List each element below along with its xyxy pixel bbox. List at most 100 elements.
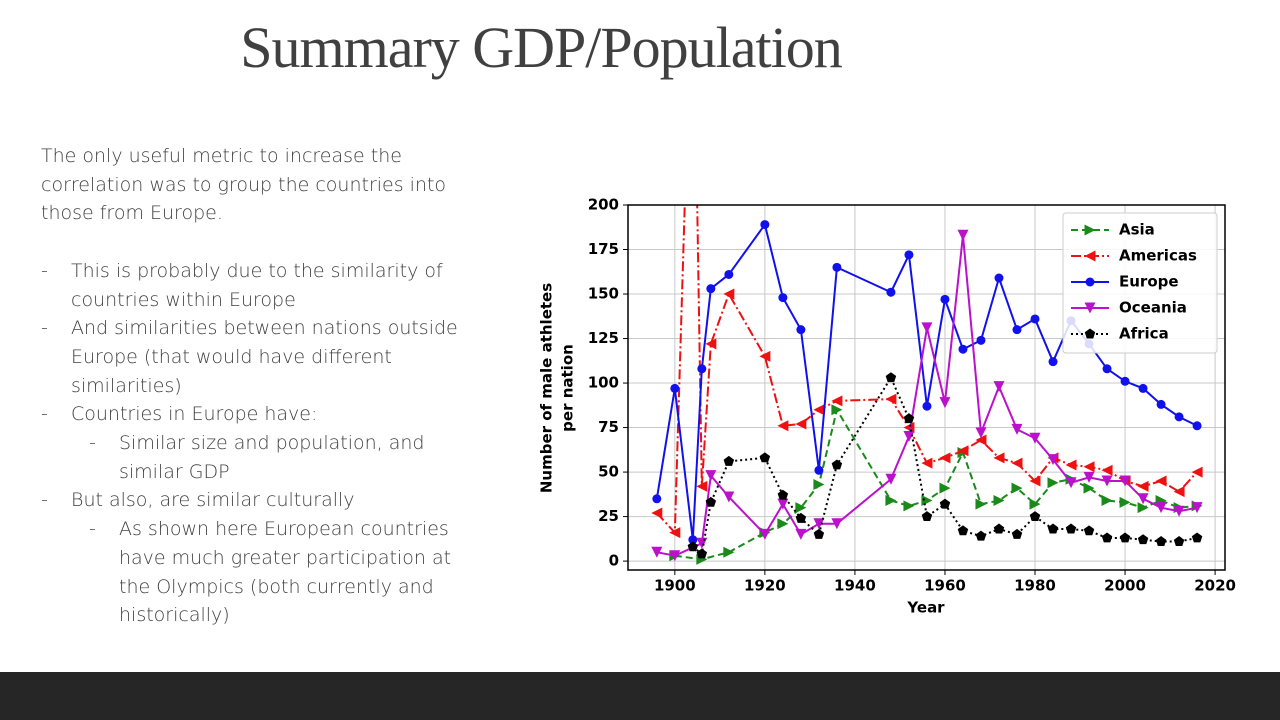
y-tick-label: 25 [598,507,619,525]
marker [976,335,986,345]
slide-body: The only useful metric to increase the c… [41,142,471,630]
x-tick-label: 1940 [834,577,876,595]
marker [1065,459,1077,471]
x-tick-label: 1920 [744,577,786,595]
marker [1119,532,1131,543]
legend-marker [1084,250,1096,262]
marker [903,430,915,442]
marker [759,452,771,463]
marker [1101,464,1113,476]
x-tick-label: 2020 [1194,577,1236,595]
marker [885,393,897,405]
marker [705,496,717,507]
marker [1191,532,1203,543]
x-tick-label: 2000 [1104,577,1146,595]
marker [669,527,681,539]
marker [975,427,987,439]
marker [1137,534,1149,545]
marker [993,381,1005,393]
marker [778,293,788,303]
legend-marker [1084,224,1096,236]
slide-title: Summary GDP/Population [240,15,843,80]
marker [958,344,968,354]
bullet-list: This is probably due to the similarity o… [41,257,471,630]
marker [1029,475,1041,487]
marker [921,511,933,522]
legend-label: Asia [1119,221,1155,239]
y-tick-label: 150 [588,285,619,303]
marker [1011,457,1023,469]
series-group [651,205,1203,565]
marker [670,383,680,393]
marker [669,550,681,562]
y-tick-label: 125 [588,329,619,347]
marker [1192,421,1202,431]
marker [1101,532,1113,543]
marker [1155,536,1167,546]
marker [723,491,735,503]
marker [1173,505,1185,517]
marker [697,364,707,374]
marker [1101,495,1113,507]
marker [723,288,735,300]
ticks: 1900 1920 1940 1960 1980 2000 2020 0 25 50 75 100 12… [588,196,1236,595]
marker [652,494,662,504]
marker [957,525,969,536]
marker [903,413,915,424]
marker [831,395,843,407]
marker [1011,482,1023,494]
marker [994,273,1004,283]
marker [886,287,896,297]
marker [813,528,825,539]
marker [1137,493,1149,505]
marker [1011,423,1023,435]
marker [1065,477,1077,489]
marker [759,350,771,362]
marker [885,372,897,383]
y-tick-label: 0 [609,552,619,570]
marker [760,220,770,230]
marker [922,401,932,411]
marker [1191,466,1203,478]
x-tick-label: 1980 [1014,577,1056,595]
marker [993,452,1005,464]
marker [696,480,708,492]
marker [957,445,969,457]
marker [975,434,987,446]
marker [795,418,807,430]
y-tick-label: 75 [598,418,619,436]
marker [921,322,933,334]
marker [1029,511,1041,522]
marker [795,512,807,523]
marker [1030,314,1040,324]
marker [1102,364,1112,374]
marker [651,546,663,558]
marker [1137,480,1149,492]
bullet-item: As shown here European countries have mu… [41,515,471,630]
marker [904,250,914,260]
series-line [656,235,1198,557]
legend-label: Africa [1119,325,1169,343]
marker [831,404,843,416]
x-axis-label: Year [906,599,945,617]
marker [1174,412,1184,422]
marker [1065,523,1077,534]
marker [814,465,824,475]
marker [1083,471,1095,483]
legend-label: Europe [1119,273,1179,291]
intro-text: The only useful metric to increase the c… [41,145,447,225]
y-axis-label: Number of male athletes [538,283,556,493]
marker [993,523,1005,534]
marker [777,420,789,432]
marker [1029,498,1041,510]
legend-marker [1084,302,1096,314]
marker [1155,475,1167,487]
bullet-item: And similarities between nations outside… [41,314,471,400]
marker [795,502,807,514]
marker [813,479,825,491]
marker [1047,523,1059,534]
marker [939,482,951,494]
y-axis-label: per nation [559,344,577,432]
marker [903,500,915,512]
